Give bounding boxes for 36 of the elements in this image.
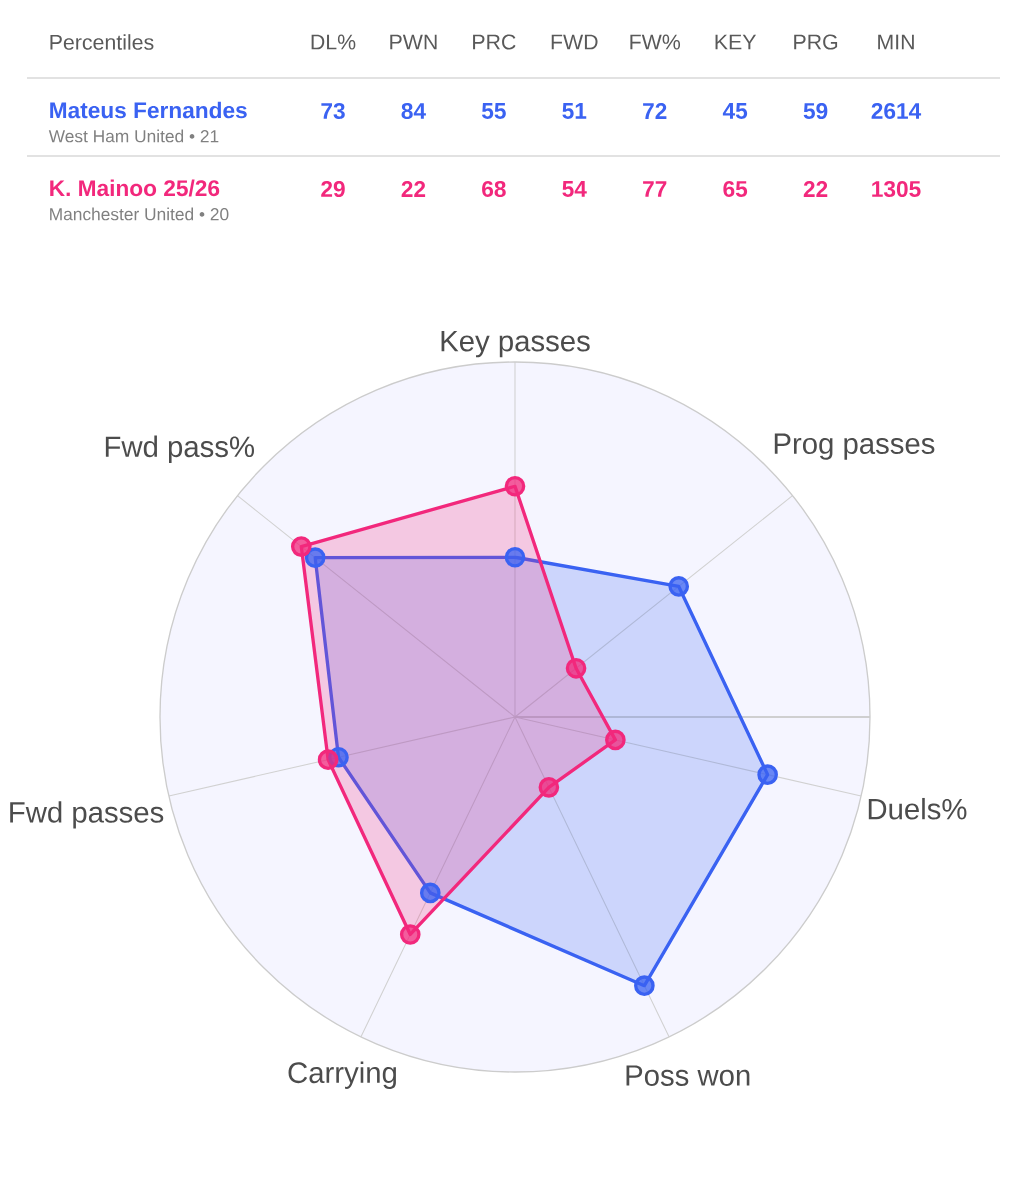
data-label: 2614: [871, 102, 922, 120]
spoke-label: Fwd passes: [10, 801, 164, 829]
category-label: MIN: [878, 34, 914, 50]
category-label: KEY: [715, 34, 757, 50]
category-label: PWN: [390, 34, 437, 50]
legend-label: K. Mainoo 25/26: [50, 179, 220, 197]
spoke-label: Key passes: [441, 331, 590, 358]
data-label: 84: [401, 102, 426, 120]
data-label: 54: [562, 181, 587, 197]
spoke-label: Carrying: [288, 1061, 396, 1089]
data-label: 51: [562, 103, 587, 119]
spoke-label: Duels%: [868, 797, 967, 820]
data-label: 22: [401, 181, 426, 197]
spoke-label: Fwd pass%: [105, 435, 254, 463]
data-label: 72: [643, 103, 667, 119]
data-label: 68: [482, 180, 506, 198]
data-label: 77: [643, 181, 667, 197]
category-label: FWD: [551, 34, 598, 50]
text: Percentiles: [50, 34, 154, 50]
category-label: PRG: [794, 34, 838, 50]
category-label: DL%: [311, 34, 356, 50]
text: West Ham United • 21: [48, 129, 219, 143]
data-label: 22: [803, 181, 828, 197]
data-label: 29: [321, 180, 345, 198]
data-label: 59: [803, 102, 828, 120]
data-label: 1305: [872, 180, 921, 198]
category-label: PRC: [473, 34, 516, 50]
data-label: 65: [723, 180, 748, 198]
spoke-label: Prog passes: [774, 433, 935, 460]
data-label: 55: [481, 103, 506, 119]
data-label: 73: [321, 102, 345, 120]
data-label: 45: [722, 103, 748, 119]
category-label: FW%: [630, 34, 681, 50]
text: Manchester United • 20: [50, 207, 229, 221]
legend-label: Mateus Fernandes: [50, 101, 247, 119]
spoke-label: Poss won: [626, 1065, 750, 1086]
